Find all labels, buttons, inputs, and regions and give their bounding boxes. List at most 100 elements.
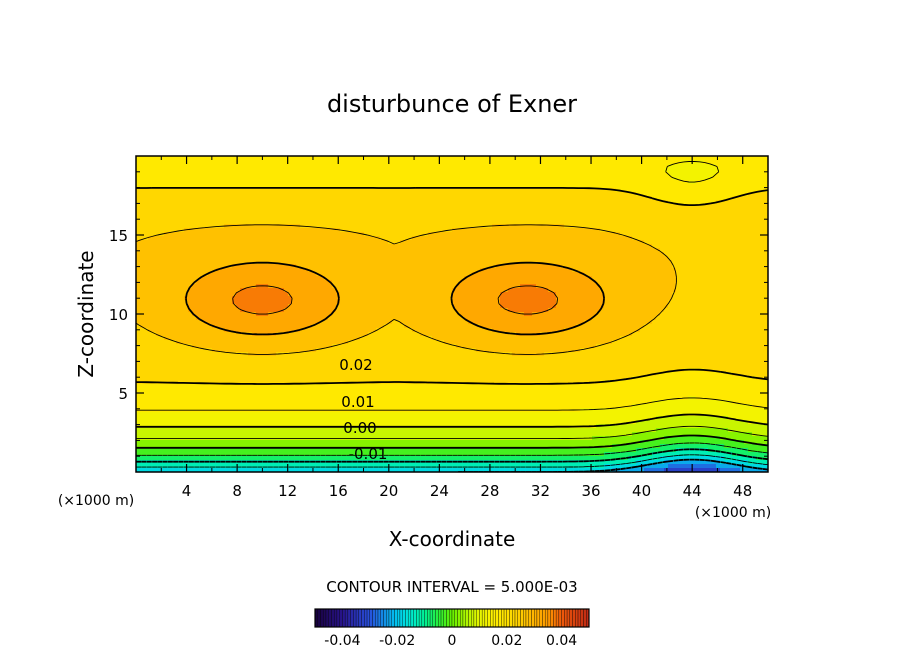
contour-fill-cell [600, 276, 605, 281]
contour-fill-cell [704, 244, 709, 249]
contour-fill-cell [640, 272, 645, 277]
contour-fill-cell [192, 252, 197, 257]
contour-fill-cell [252, 248, 257, 253]
contour-fill-cell [240, 164, 245, 169]
contour-fill-cell [312, 208, 317, 213]
contour-fill-cell [368, 228, 373, 233]
contour-fill-cell [184, 260, 189, 265]
contour-fill-cell [660, 188, 665, 193]
contour-fill-cell [516, 256, 521, 261]
contour-fill-cell [628, 276, 633, 281]
contour-fill-cell [488, 256, 493, 261]
contour-fill-cell [356, 192, 361, 197]
contour-fill-cell [696, 156, 701, 161]
contour-fill-cell [192, 248, 197, 253]
contour-fill-cell [388, 272, 393, 277]
contour-fill-cell [684, 232, 689, 237]
contour-fill-cell [136, 176, 141, 181]
contour-fill-cell [152, 172, 157, 177]
contour-fill-cell [576, 256, 581, 261]
contour-fill-cell [216, 276, 221, 281]
contour-fill-cell [520, 200, 525, 205]
contour-fill-cell [432, 272, 437, 277]
contour-fill-cell [392, 188, 397, 193]
contour-fill-cell [616, 212, 621, 217]
contour-fill-cell [584, 272, 589, 277]
contour-fill-cell [156, 228, 161, 233]
contour-fill-cell [528, 264, 533, 269]
contour-fill-cell [640, 224, 645, 229]
contour-fill-cell [648, 156, 653, 161]
contour-fill-cell [452, 160, 457, 165]
contour-fill-cell [356, 252, 361, 257]
contour-fill-cell [596, 184, 601, 189]
contour-fill-cell [400, 196, 405, 201]
contour-fill-cell [148, 244, 153, 249]
contour-fill-cell [384, 276, 389, 281]
contour-fill-cell [404, 196, 409, 201]
contour-fill-cell [492, 236, 497, 241]
contour-fill-cell [420, 236, 425, 241]
contour-fill-cell [636, 252, 641, 257]
contour-fill-cell [592, 244, 597, 249]
contour-fill-cell [212, 160, 217, 165]
contour-fill-cell [740, 212, 745, 217]
contour-fill-cell [372, 204, 377, 209]
contour-fill-cell [228, 280, 233, 285]
contour-fill-cell [672, 188, 677, 193]
contour-fill-cell [632, 208, 637, 213]
contour-fill-cell [240, 180, 245, 185]
contour-fill-cell [216, 228, 221, 233]
contour-fill-cell [672, 184, 677, 189]
contour-fill-cell [220, 240, 225, 245]
contour-fill-cell [708, 160, 713, 165]
contour-fill-cell [248, 156, 253, 161]
contour-fill-cell [572, 176, 577, 181]
contour-fill-cell [684, 244, 689, 249]
contour-fill-cell [536, 208, 541, 213]
contour-fill-cell [588, 160, 593, 165]
contour-fill-cell [252, 224, 257, 229]
contour-fill-cell [684, 224, 689, 229]
contour-fill-cell [288, 212, 293, 217]
contour-fill-cell [660, 240, 665, 245]
contour-fill-cell [356, 240, 361, 245]
contour-fill-cell [572, 168, 577, 173]
contour-fill-cell [304, 196, 309, 201]
contour-fill-cell [264, 156, 269, 161]
contour-fill-cell [256, 220, 261, 225]
contour-fill-cell [660, 236, 665, 241]
contour-fill-cell [552, 192, 557, 197]
contour-fill-cell [248, 160, 253, 165]
contour-fill-cell [504, 204, 509, 209]
contour-fill-cell [576, 252, 581, 257]
contour-fill-cell [712, 168, 717, 173]
chart-title: disturbunce of Exner [327, 90, 577, 118]
contour-fill-cell [296, 204, 301, 209]
contour-fill-cell [248, 256, 253, 261]
contour-fill-cell [204, 180, 209, 185]
contour-fill-cell [544, 216, 549, 221]
contour-fill-cell [524, 172, 529, 177]
contour-fill-cell [384, 192, 389, 197]
contour-fill-cell [232, 256, 237, 261]
contour-fill-cell [584, 252, 589, 257]
contour-fill-cell [356, 176, 361, 181]
contour-fill-cell [620, 272, 625, 277]
contour-fill-cell [284, 188, 289, 193]
contour-fill-cell [292, 240, 297, 245]
contour-fill-cell [288, 264, 293, 269]
contour-fill-cell [620, 204, 625, 209]
contour-fill-cell [728, 236, 733, 241]
contour-fill-cell [524, 244, 529, 249]
contour-fill-cell [268, 232, 273, 237]
contour-fill-cell [360, 156, 365, 161]
contour-fill-cell [424, 276, 429, 281]
contour-fill-cell [732, 268, 737, 273]
contour-fill-cell [608, 204, 613, 209]
contour-fill-cell [712, 276, 717, 281]
contour-fill-cell [424, 168, 429, 173]
contour-fill-cell [588, 248, 593, 253]
contour-fill-cell [580, 188, 585, 193]
